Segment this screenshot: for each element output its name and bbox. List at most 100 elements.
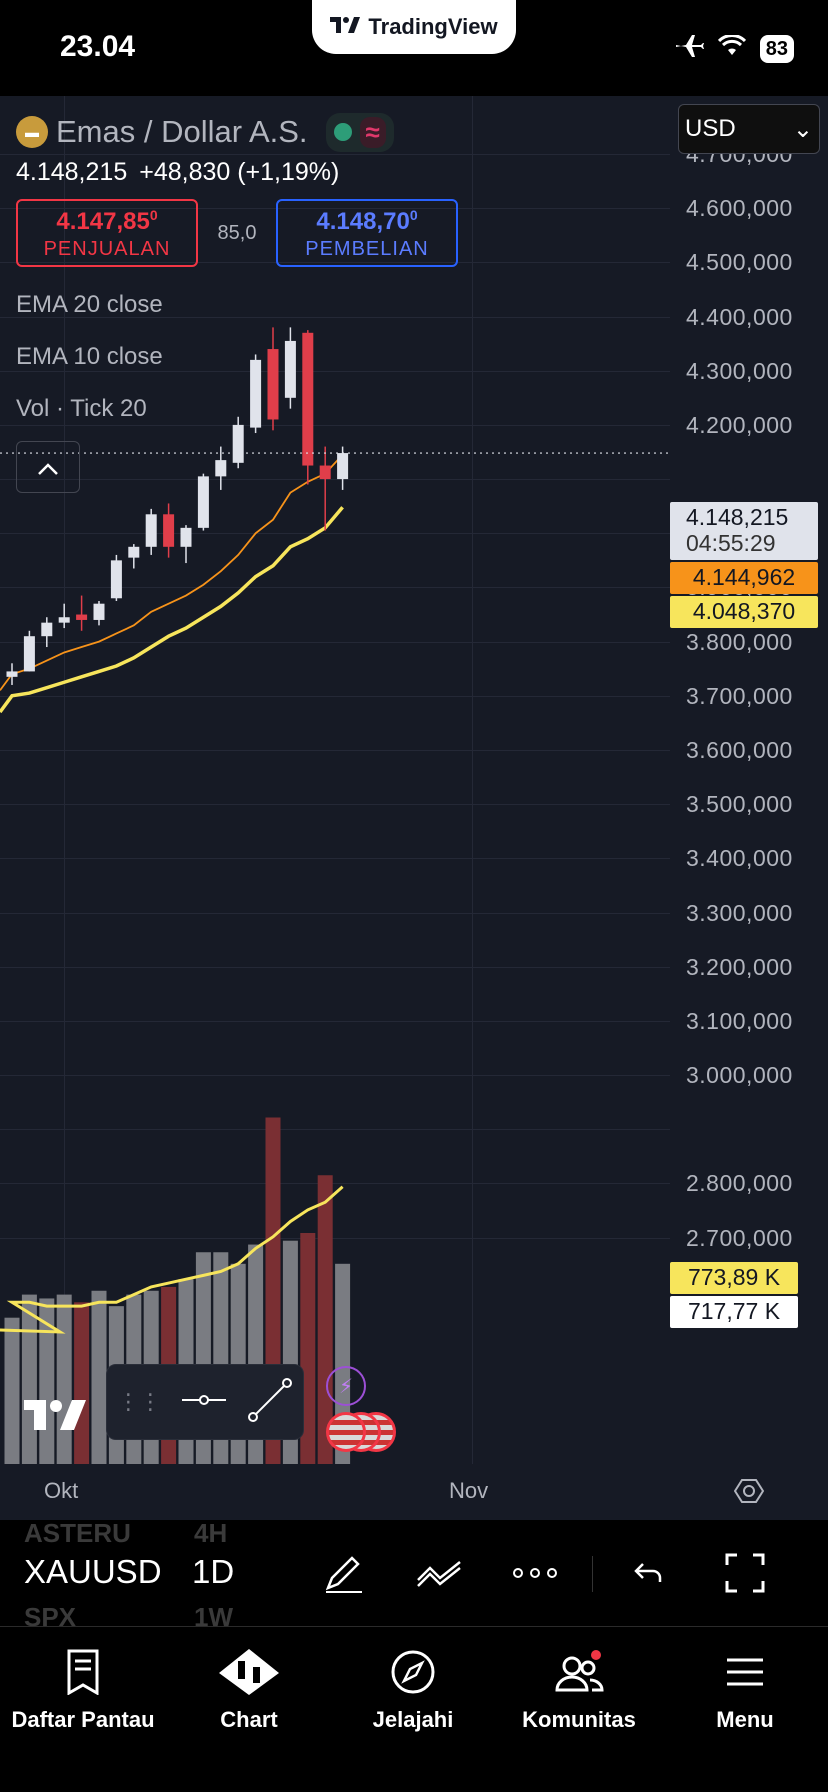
chevron-up-icon xyxy=(37,452,59,483)
grid-line xyxy=(0,1237,670,1239)
grid-line xyxy=(0,912,670,914)
horizontal-ray-icon[interactable] xyxy=(181,1393,226,1412)
price-axis-label: 3.300,000 xyxy=(686,899,793,926)
candle-body xyxy=(250,359,262,428)
grid-line xyxy=(64,96,65,1464)
symbol-picker[interactable]: XAUUSD xyxy=(24,1553,162,1590)
price-axis[interactable]: 4.700,000 4.600,000 4.500,000 4.400,000 4.30… xyxy=(670,96,828,1520)
grid-line xyxy=(0,1183,670,1185)
candle-body xyxy=(23,636,35,672)
grid-line xyxy=(0,858,670,860)
lightning-icon[interactable]: ⚡ xyxy=(326,1366,366,1406)
nav-menu[interactable]: Menu xyxy=(662,1641,828,1733)
currency-select[interactable]: USD ⌄ xyxy=(678,104,820,154)
price-axis-label: 4.300,000 xyxy=(686,357,793,384)
candle-body xyxy=(232,424,244,463)
buy-button[interactable]: 4.148,700 PEMBELIAN xyxy=(276,199,458,267)
candle-body xyxy=(215,460,227,477)
price-axis-label: 3.200,000 xyxy=(686,953,793,980)
price-axis-label: 3.800,000 xyxy=(686,628,793,655)
candle-body xyxy=(319,465,331,480)
app-name: TradingView xyxy=(368,14,498,39)
volume-bar xyxy=(4,1317,20,1464)
sell-label: PENJUALAN xyxy=(43,238,171,260)
grid-line xyxy=(0,587,670,589)
status-bar: 23.04 TradingView 83 xyxy=(0,0,828,96)
trend-line-icon[interactable] xyxy=(247,1377,293,1428)
candle-body xyxy=(6,671,18,677)
nav-explore[interactable]: Jelajahi xyxy=(330,1641,496,1733)
legend: ▬ Emas / Dollar A.S. ≈ 4.148,215 +48,830… xyxy=(16,110,458,493)
price-axis-label: 2.800,000 xyxy=(686,1170,793,1197)
settings-icon[interactable] xyxy=(733,1476,765,1511)
drag-handle-icon[interactable]: ⋮⋮ xyxy=(117,1389,162,1414)
ghost-symbol-prev: ASTERU xyxy=(24,1518,131,1548)
grid-line xyxy=(0,479,670,481)
sell-button[interactable]: 4.147,850 PENJUALAN xyxy=(16,199,198,267)
tradingview-watermark-icon[interactable] xyxy=(22,1396,88,1434)
nav-community[interactable]: Komunitas xyxy=(496,1641,662,1733)
grid-line xyxy=(0,370,670,372)
nav-chart-label: Chart xyxy=(220,1707,278,1732)
undo-icon[interactable] xyxy=(625,1550,671,1596)
price-axis-label: 3.600,000 xyxy=(686,736,793,763)
airplane-icon xyxy=(674,33,704,64)
candle-body xyxy=(110,560,122,599)
volume-bar xyxy=(91,1290,107,1464)
status-time: 23.04 xyxy=(60,30,136,63)
ema-slow-line xyxy=(0,506,344,714)
market-status[interactable]: ≈ xyxy=(325,112,394,152)
grid-line xyxy=(0,154,670,155)
candle-body xyxy=(302,332,314,466)
fullscreen-icon[interactable] xyxy=(722,1550,768,1596)
interval-picker[interactable]: 1D xyxy=(192,1553,235,1590)
drawing-quick-toolbar[interactable]: ⋮⋮ xyxy=(106,1364,304,1440)
chevron-down-icon: ⌄ xyxy=(792,116,813,143)
gold-coin-icon: ▬ xyxy=(16,116,48,148)
grid-line xyxy=(0,262,670,264)
chart-pane[interactable]: ▬ Emas / Dollar A.S. ≈ 4.148,215 +48,830… xyxy=(0,96,828,1520)
battery-indicator: 83 xyxy=(759,34,794,63)
market-open-icon xyxy=(333,123,352,141)
buy-price-sup: 0 xyxy=(409,207,418,223)
delay-icon: ≈ xyxy=(359,116,386,148)
grid-line xyxy=(0,1075,670,1077)
time-label-nov: Nov xyxy=(449,1478,489,1503)
countdown: 04:55:29 xyxy=(686,530,776,556)
watchlist-icon xyxy=(0,1641,166,1703)
price-axis-label: 3.400,000 xyxy=(686,845,793,872)
more-icon[interactable] xyxy=(512,1550,558,1596)
indicator-volume[interactable]: Vol · Tick 20 xyxy=(16,395,147,422)
pen-icon[interactable] xyxy=(320,1550,366,1596)
indicator-ema10[interactable]: EMA 10 close xyxy=(16,343,163,370)
nav-watchlist[interactable]: Daftar Pantau xyxy=(0,1641,166,1733)
last-price: 4.148,215 xyxy=(16,158,128,186)
volume-bar xyxy=(21,1294,37,1464)
ema-slow-tag: 4.048,370 xyxy=(670,596,818,628)
chart-toolbar: ASTERU 4H SPX 1W XAUUSD 1D xyxy=(0,1518,828,1632)
ghost-interval-prev: 4H xyxy=(194,1518,228,1548)
time-label-oct: Okt xyxy=(44,1478,79,1503)
drawings-icon[interactable] xyxy=(416,1550,462,1596)
nav-chart[interactable]: Chart xyxy=(166,1641,332,1733)
grid-line xyxy=(0,641,670,643)
app-pill[interactable]: TradingView xyxy=(312,0,516,54)
grid-line xyxy=(0,749,670,751)
volume-bar xyxy=(300,1233,316,1464)
nav-watchlist-label: Daftar Pantau xyxy=(11,1707,155,1732)
indicator-ema20[interactable]: EMA 20 close xyxy=(16,291,163,318)
last-price-tag: 4.148,215 04:55:29 xyxy=(670,502,818,560)
volume-bar xyxy=(74,1302,90,1464)
candle-body xyxy=(58,617,70,623)
nav-community-label: Komunitas xyxy=(522,1707,636,1732)
symbol-name[interactable]: Emas / Dollar A.S. xyxy=(56,114,308,149)
candle-body xyxy=(145,514,157,547)
time-axis[interactable]: Okt Nov xyxy=(0,1464,828,1520)
grid-line xyxy=(0,695,670,697)
collapse-legend-button[interactable] xyxy=(16,441,80,493)
candle-body xyxy=(180,527,192,547)
candle-body xyxy=(76,614,88,620)
sell-price: 4.147,85 xyxy=(56,208,150,235)
us-flag-icon xyxy=(326,1412,366,1452)
candle-body xyxy=(284,340,296,398)
